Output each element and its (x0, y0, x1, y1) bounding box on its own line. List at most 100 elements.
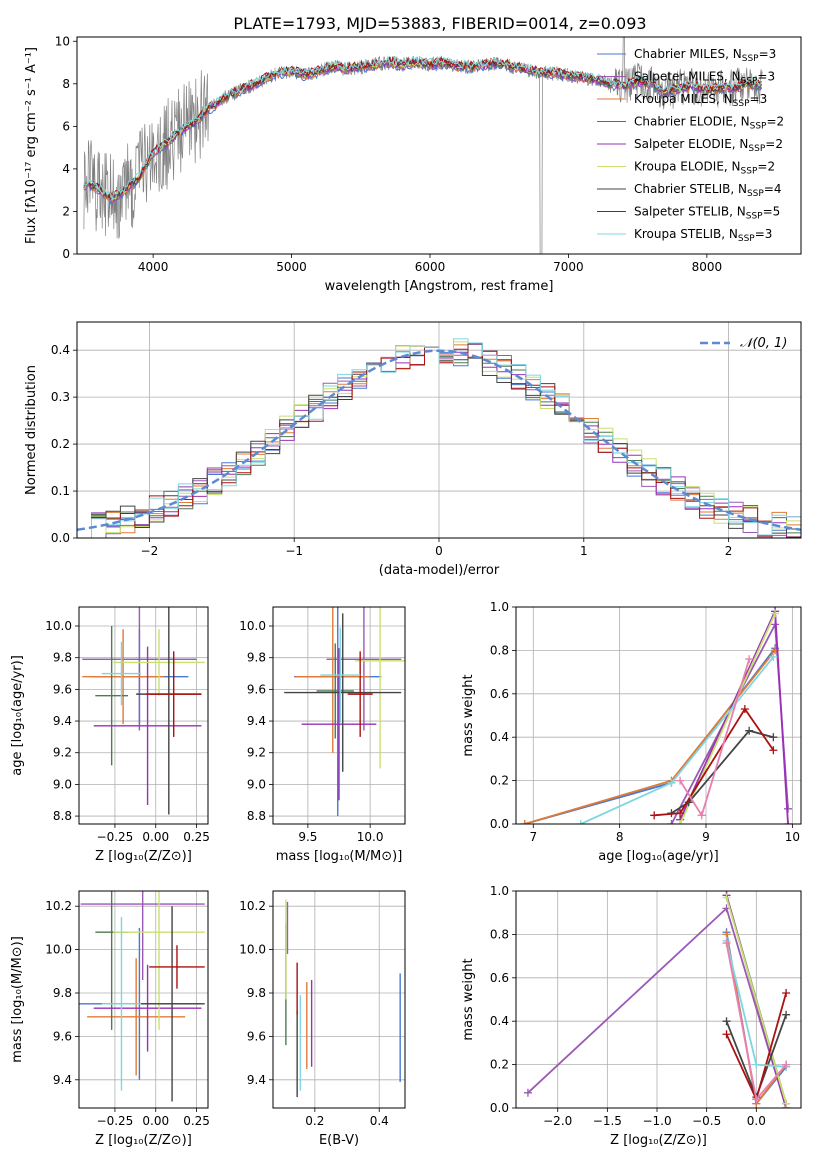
mass-weight-vs-age-panel: 7 8 9 10 0.0 0.2 0.4 0.6 0.8 1.0 age [log₁₀(age/yr… (461, 600, 802, 864)
y-tick-label: 9.4 (247, 1073, 266, 1087)
y-tick-label: 9.8 (247, 651, 266, 665)
y-axis-label: mass weight (461, 674, 476, 756)
legend-subscript: SSP (747, 189, 764, 199)
y-tick-label: 9.4 (53, 714, 72, 728)
plus-marker (722, 1030, 731, 1039)
x-axis-label: Z [log₁₀(Z/Z⊙)] (95, 1133, 192, 1148)
y-tick-label: 0.0 (51, 531, 70, 545)
plus-marker (782, 1099, 791, 1108)
x-tick-label: −1.5 (593, 1114, 622, 1128)
legend-tail: =2 (765, 137, 783, 151)
axes-frame (272, 606, 406, 825)
x-tick-label: 7000 (553, 260, 584, 274)
mass-vs-metallicity-panel: −0.25 0.00 0.25 9.4 9.6 9.8 10.0 10.2 Z [log₁₀(Z… (10, 890, 210, 1148)
y-tick-label: 8.8 (247, 809, 266, 823)
legend-label: Salpeter ELODIE, NSSP=2 (634, 137, 783, 154)
y-tick-label: 9.6 (247, 682, 266, 696)
x-axis-label: mass [log₁₀(M/M⊙)] (276, 849, 403, 864)
y-tick-label: 0.6 (490, 687, 509, 701)
y-tick-label: 6 (62, 119, 70, 133)
mass-weight-vs-metallicity-panel: −2.0 −1.5 −1.0 −0.5 0.0 0.0 0.2 0.4 0.6 0.8 1.0 Z [… (461, 884, 802, 1148)
weight-series-line (679, 613, 776, 824)
y-axis-label: mass weight (461, 958, 476, 1040)
x-axis-label: age [log₁₀(age/yr)] (598, 849, 719, 864)
x-axis-label: E(B-V) (319, 1133, 359, 1148)
x-tick-label: −0.25 (97, 830, 134, 844)
spectrum-panel: 4000 5000 6000 7000 8000 0 2 4 6 8 10 wavelength [A… (24, 34, 802, 294)
spectrum-legend: Chabrier MILES, NSSP=3 Salpeter MILES, NS… (597, 47, 784, 244)
y-tick-label: 9.0 (53, 777, 72, 791)
legend-subscript: SSP (742, 54, 759, 64)
y-tick-label: 10.0 (45, 943, 72, 957)
y-axis-label: age [log₁₀(age/yr)] (10, 655, 25, 776)
plus-marker (782, 1060, 791, 1069)
y-axis-label: Flux [fλ10⁻¹⁷ erg cm⁻² s⁻¹ A⁻¹] (24, 47, 39, 244)
y-tick-label: 0.2 (51, 437, 70, 451)
plus-marker (697, 811, 706, 820)
x-tick-label: 7 (529, 830, 537, 844)
age-vs-mass-panel: 9.5 10.0 8.8 9.0 9.2 9.4 9.6 9.8 10.0 mass [log₁₀… (239, 606, 406, 864)
plus-marker (745, 655, 754, 664)
x-tick-label: −2 (141, 544, 159, 558)
plus-marker (771, 609, 780, 618)
x-tick-label: −1 (285, 544, 303, 558)
y-tick-label: 4 (62, 162, 70, 176)
y-tick-label: 9.6 (53, 682, 72, 696)
y-tick-label: 0.2 (490, 1058, 509, 1072)
x-tick-label: 0.25 (183, 1114, 210, 1128)
plus-marker (667, 778, 676, 787)
plus-marker (676, 820, 685, 824)
errorbars (284, 607, 405, 817)
plus-marker (782, 988, 791, 997)
axes-frame (78, 606, 209, 825)
weight-series-line (725, 897, 787, 1104)
errorbars (82, 607, 205, 815)
x-tick-label: 1 (580, 544, 588, 558)
x-tick-label: 9 (702, 830, 710, 844)
legend-subscript: SSP (738, 234, 755, 244)
x-tick-label: 8 (616, 830, 624, 844)
plus-marker (769, 746, 778, 755)
x-tick-label: 6000 (415, 260, 446, 274)
y-tick-label: 0.1 (51, 484, 70, 498)
legend-label: Chabrier STELIB, NSSP=4 (634, 182, 782, 199)
x-tick-label: 0.25 (183, 830, 210, 844)
weight-lines (523, 891, 791, 1108)
histogram-series (77, 338, 801, 538)
age-vs-metallicity-panel: −0.25 0.00 0.25 8.8 9.0 9.2 9.4 9.6 9.8 10.0 Z [lo… (10, 606, 210, 864)
x-tick-label: −2.0 (543, 1114, 572, 1128)
y-tick-label: 9.6 (247, 1029, 266, 1043)
errorbars (285, 899, 401, 1098)
plus-marker (520, 820, 529, 824)
x-axis-label: (data-model)/error (379, 563, 500, 578)
y-tick-label: 0.2 (490, 774, 509, 788)
axes-frame (272, 890, 406, 1109)
y-tick-label: 10.0 (239, 619, 266, 633)
legend-label: Kroupa MILES, NSSP=3 (634, 92, 767, 109)
y-tick-label: 9.0 (247, 777, 266, 791)
plus-marker (769, 652, 778, 661)
x-tick-label: 0.0 (747, 1114, 766, 1128)
plus-marker (769, 733, 778, 742)
x-axis-label: Z [log₁₀(Z/Z⊙)] (610, 1133, 707, 1148)
legend-subscript: SSP (741, 167, 758, 177)
axes-frame (76, 36, 802, 255)
y-tick-label: 0.6 (490, 971, 509, 985)
x-tick-label: 9.5 (298, 830, 317, 844)
x-tick-label: 0.4 (370, 1114, 389, 1128)
x-tick-label: −0.5 (692, 1114, 721, 1128)
mass-vs-ebv-panel: 0.2 0.4 9.4 9.6 9.8 10.0 10.2 E(B-V) (239, 890, 406, 1148)
legend-subscript: SSP (746, 212, 763, 222)
plus-marker (722, 1017, 731, 1026)
y-tick-label: 8.8 (53, 809, 72, 823)
weight-lines (520, 607, 793, 824)
y-tick-label: 9.8 (247, 986, 266, 1000)
y-tick-label: 10.2 (239, 899, 266, 913)
plus-marker (722, 893, 731, 902)
plus-marker (740, 704, 749, 713)
y-tick-label: 10 (55, 34, 70, 48)
y-tick-label: 0.8 (490, 643, 509, 657)
y-tick-label: 1.0 (490, 600, 509, 614)
legend-label: Chabrier ELODIE, NSSP=2 (634, 115, 784, 132)
